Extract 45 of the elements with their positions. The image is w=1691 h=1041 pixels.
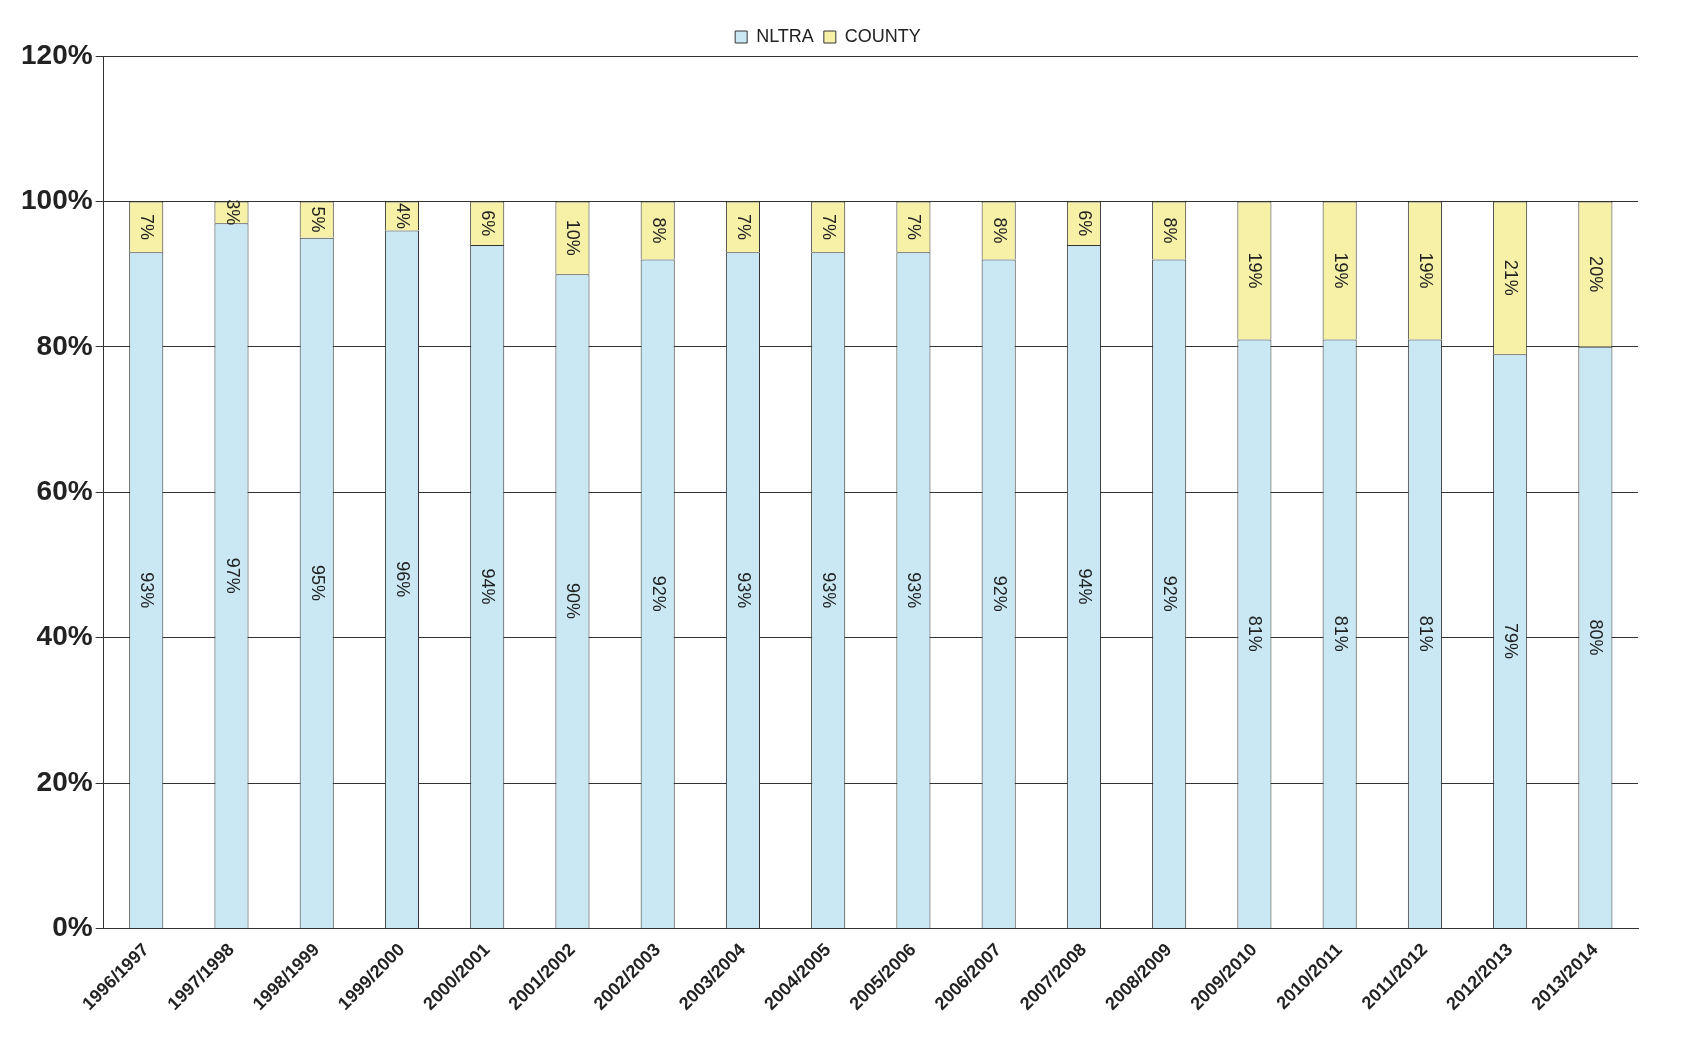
data-label: 92% <box>1160 575 1181 612</box>
y-tick-label: 100% <box>20 184 93 216</box>
data-label: 93% <box>819 572 840 609</box>
y-tick-label: 80% <box>36 329 93 361</box>
data-label: 7% <box>904 213 925 240</box>
y-tick-label: 40% <box>36 620 93 652</box>
data-label: 6% <box>478 210 499 237</box>
legend-label: COUNTY <box>844 25 921 46</box>
data-label: 6% <box>1074 210 1095 237</box>
data-label: 21% <box>1501 259 1522 296</box>
y-tick-label: 60% <box>36 475 93 506</box>
y-tick-label: 0% <box>52 911 93 943</box>
data-label: 4% <box>393 202 413 229</box>
y-tick-label: 120% <box>20 38 93 70</box>
data-label: 10% <box>563 219 584 256</box>
data-label: 7% <box>137 213 158 240</box>
data-label: 80% <box>1586 619 1607 656</box>
data-label: 8% <box>1160 217 1181 244</box>
data-label: 8% <box>648 217 669 244</box>
data-label: 81% <box>1330 615 1351 652</box>
data-label: 93% <box>733 572 754 609</box>
data-label: 93% <box>904 572 925 609</box>
data-label: 92% <box>989 575 1010 612</box>
data-label: 20% <box>1586 256 1607 293</box>
data-label: 90% <box>563 583 584 620</box>
data-label: 94% <box>478 568 499 605</box>
data-label: 96% <box>393 561 413 598</box>
data-label: 7% <box>819 213 840 240</box>
data-label: 19% <box>1330 252 1351 289</box>
data-label: 79% <box>1501 623 1522 660</box>
data-label: 5% <box>307 206 328 233</box>
legend-label: NLTRA <box>756 25 814 46</box>
data-label: 81% <box>1415 615 1436 652</box>
y-tick-label: 20% <box>36 765 93 797</box>
data-label: 8% <box>989 217 1010 244</box>
data-label: 97% <box>222 557 243 594</box>
data-label: 94% <box>1074 568 1095 605</box>
data-label: 7% <box>733 213 754 240</box>
data-label: 92% <box>648 575 669 612</box>
data-label: 95% <box>307 564 328 601</box>
data-label: 19% <box>1415 252 1436 289</box>
data-label: 81% <box>1245 615 1266 652</box>
data-label: 19% <box>1245 252 1266 289</box>
data-label: 93% <box>137 572 158 609</box>
data-label: 3% <box>222 199 243 226</box>
